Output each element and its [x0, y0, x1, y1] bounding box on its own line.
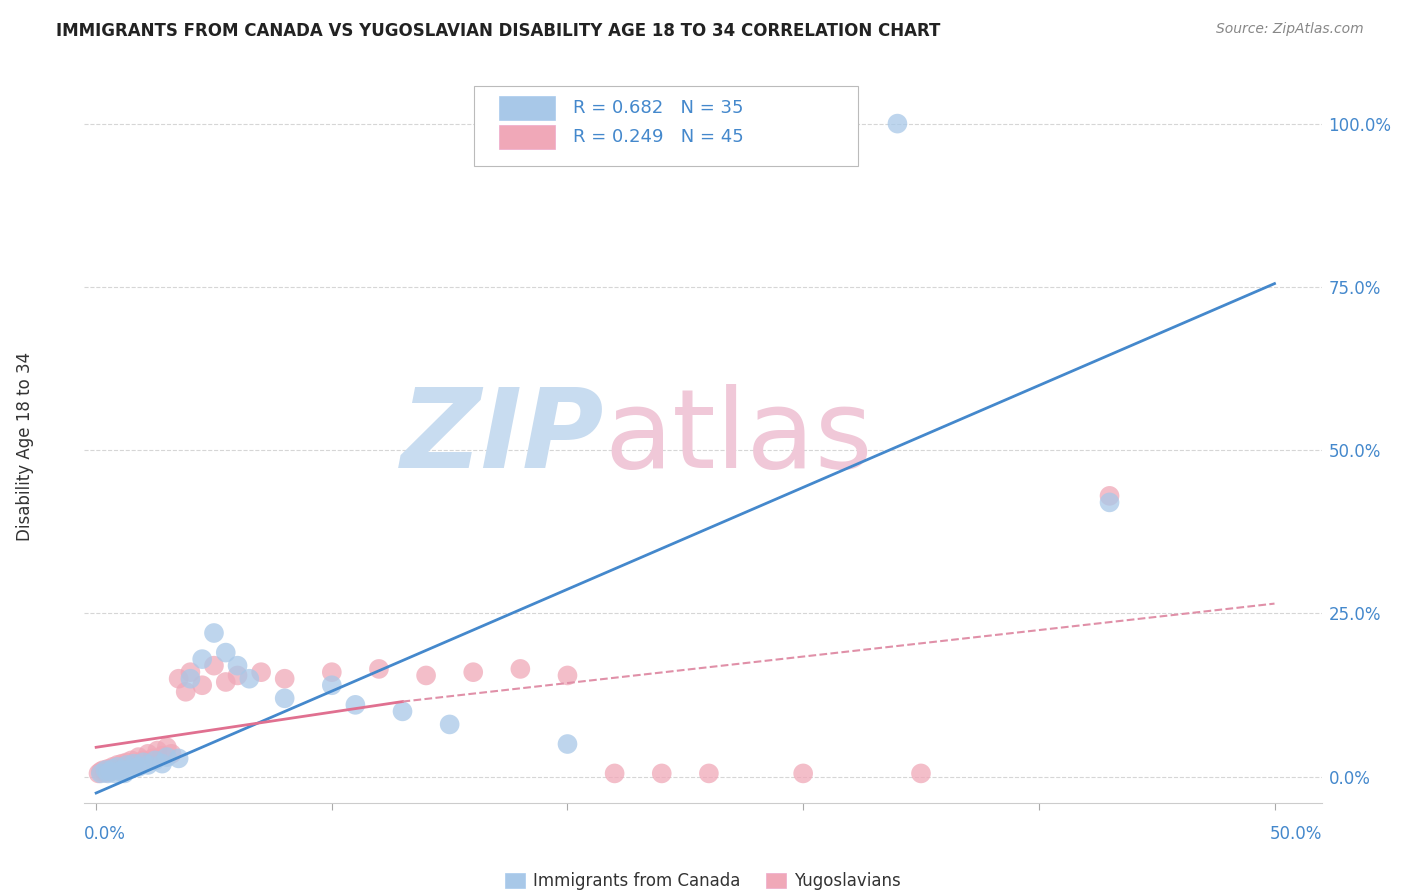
Point	[111, 763, 134, 777]
Point	[104, 766, 127, 780]
Point	[509, 662, 531, 676]
Point	[226, 668, 249, 682]
Point	[112, 766, 135, 780]
Point	[179, 665, 201, 680]
Point	[128, 760, 150, 774]
Point	[463, 665, 485, 680]
Point	[156, 750, 179, 764]
Point	[94, 765, 117, 780]
Point	[215, 646, 238, 660]
Point	[108, 762, 131, 776]
Point	[98, 764, 121, 779]
Point	[111, 756, 134, 771]
Point	[344, 698, 367, 712]
FancyBboxPatch shape	[499, 126, 554, 149]
Text: 0.0%: 0.0%	[84, 825, 127, 843]
Point	[143, 753, 166, 767]
Point	[321, 678, 343, 692]
Point	[910, 766, 932, 780]
FancyBboxPatch shape	[474, 86, 858, 167]
Point	[146, 743, 169, 757]
Point	[90, 766, 112, 780]
Point	[115, 756, 138, 770]
Point	[603, 766, 626, 780]
Point	[886, 117, 908, 131]
Point	[150, 748, 173, 763]
Text: R = 0.682   N = 35: R = 0.682 N = 35	[574, 99, 744, 117]
Point	[122, 756, 145, 771]
Point	[1098, 489, 1121, 503]
Point	[90, 764, 112, 779]
Point	[121, 762, 143, 776]
Point	[136, 747, 159, 761]
Point	[167, 672, 190, 686]
Text: 50.0%: 50.0%	[1270, 825, 1322, 843]
Point	[191, 678, 214, 692]
Point	[156, 740, 179, 755]
Point	[697, 766, 720, 780]
Point	[97, 766, 120, 780]
Legend: Immigrants from Canada, Yugoslavians: Immigrants from Canada, Yugoslavians	[499, 865, 907, 892]
Point	[136, 758, 159, 772]
Point	[321, 665, 343, 680]
Point	[557, 668, 579, 682]
Point	[174, 685, 197, 699]
Point	[792, 766, 814, 780]
Text: IMMIGRANTS FROM CANADA VS YUGOSLAVIAN DISABILITY AGE 18 TO 34 CORRELATION CHART: IMMIGRANTS FROM CANADA VS YUGOSLAVIAN DI…	[56, 22, 941, 40]
Point	[101, 762, 124, 776]
Point	[215, 675, 238, 690]
Point	[101, 760, 124, 774]
Point	[122, 756, 145, 771]
Text: atlas: atlas	[605, 384, 873, 491]
Point	[132, 756, 155, 770]
Point	[273, 672, 295, 686]
Point	[226, 658, 249, 673]
Point	[108, 764, 131, 779]
Point	[87, 766, 110, 780]
Point	[112, 760, 135, 774]
Point	[160, 747, 183, 761]
Point	[105, 760, 128, 774]
Point	[115, 758, 138, 772]
Point	[142, 751, 165, 765]
Point	[104, 763, 127, 777]
Point	[273, 691, 295, 706]
Text: R = 0.249   N = 45: R = 0.249 N = 45	[574, 128, 744, 146]
Point	[105, 758, 128, 772]
Point	[603, 117, 626, 131]
Point	[238, 672, 260, 686]
Point	[150, 756, 173, 771]
Point	[94, 763, 117, 777]
Point	[128, 750, 150, 764]
Point	[651, 766, 673, 780]
Point	[132, 753, 155, 767]
FancyBboxPatch shape	[499, 96, 554, 120]
Point	[1098, 495, 1121, 509]
Text: Disability Age 18 to 34: Disability Age 18 to 34	[17, 351, 34, 541]
Point	[91, 763, 114, 777]
Point	[118, 758, 141, 772]
Text: ZIP: ZIP	[401, 384, 605, 491]
Point	[97, 762, 120, 776]
Point	[557, 737, 579, 751]
Point	[391, 705, 413, 719]
Text: Source: ZipAtlas.com: Source: ZipAtlas.com	[1216, 22, 1364, 37]
Point	[202, 658, 225, 673]
Point	[179, 672, 201, 686]
Point	[250, 665, 273, 680]
Point	[167, 751, 190, 765]
Point	[191, 652, 214, 666]
Point	[415, 668, 437, 682]
Point	[202, 626, 225, 640]
Point	[98, 764, 121, 779]
Point	[439, 717, 461, 731]
Point	[121, 753, 143, 767]
Point	[368, 662, 391, 676]
